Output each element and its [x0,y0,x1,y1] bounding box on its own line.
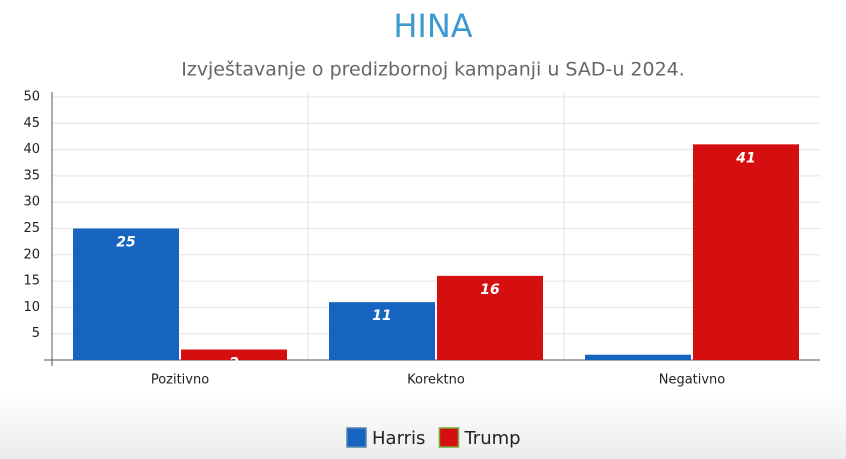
y-tick-label: 5 [32,326,40,341]
data-label: 11 [372,308,391,324]
y-tick-label: 50 [23,90,40,105]
legend-swatch [438,427,460,448]
y-tick-label: 20 [23,247,40,262]
legend-label: Trump [463,428,520,449]
y-tick-label: 25 [23,221,40,236]
y-tick-label: 40 [23,142,40,157]
data-label: 16 [480,282,500,298]
legend-swatch [346,427,367,448]
bar [585,354,691,360]
bar [437,275,543,360]
data-label: 25 [116,235,136,251]
bar [329,302,435,360]
y-tick-label: 35 [23,168,40,183]
y-tick-label: 15 [23,274,40,289]
chart-title: HINA [393,7,472,45]
data-label: 2 [229,355,239,371]
y-tick-label: 30 [23,195,40,210]
bar [181,349,287,360]
legend-label: Harris [372,428,425,449]
x-tick-label: Korektno [407,373,465,388]
chart-subtitle: Izvještavanje o predizbornoj kampanji u … [181,59,685,81]
y-tick-label: 10 [23,300,40,315]
legend-background [0,395,846,459]
x-tick-label: Negativno [659,373,726,388]
bar [693,144,799,360]
bar [73,228,179,360]
y-tick-label: 45 [23,116,40,131]
data-label: 41 [735,150,755,166]
x-tick-label: Pozitivno [151,373,209,388]
